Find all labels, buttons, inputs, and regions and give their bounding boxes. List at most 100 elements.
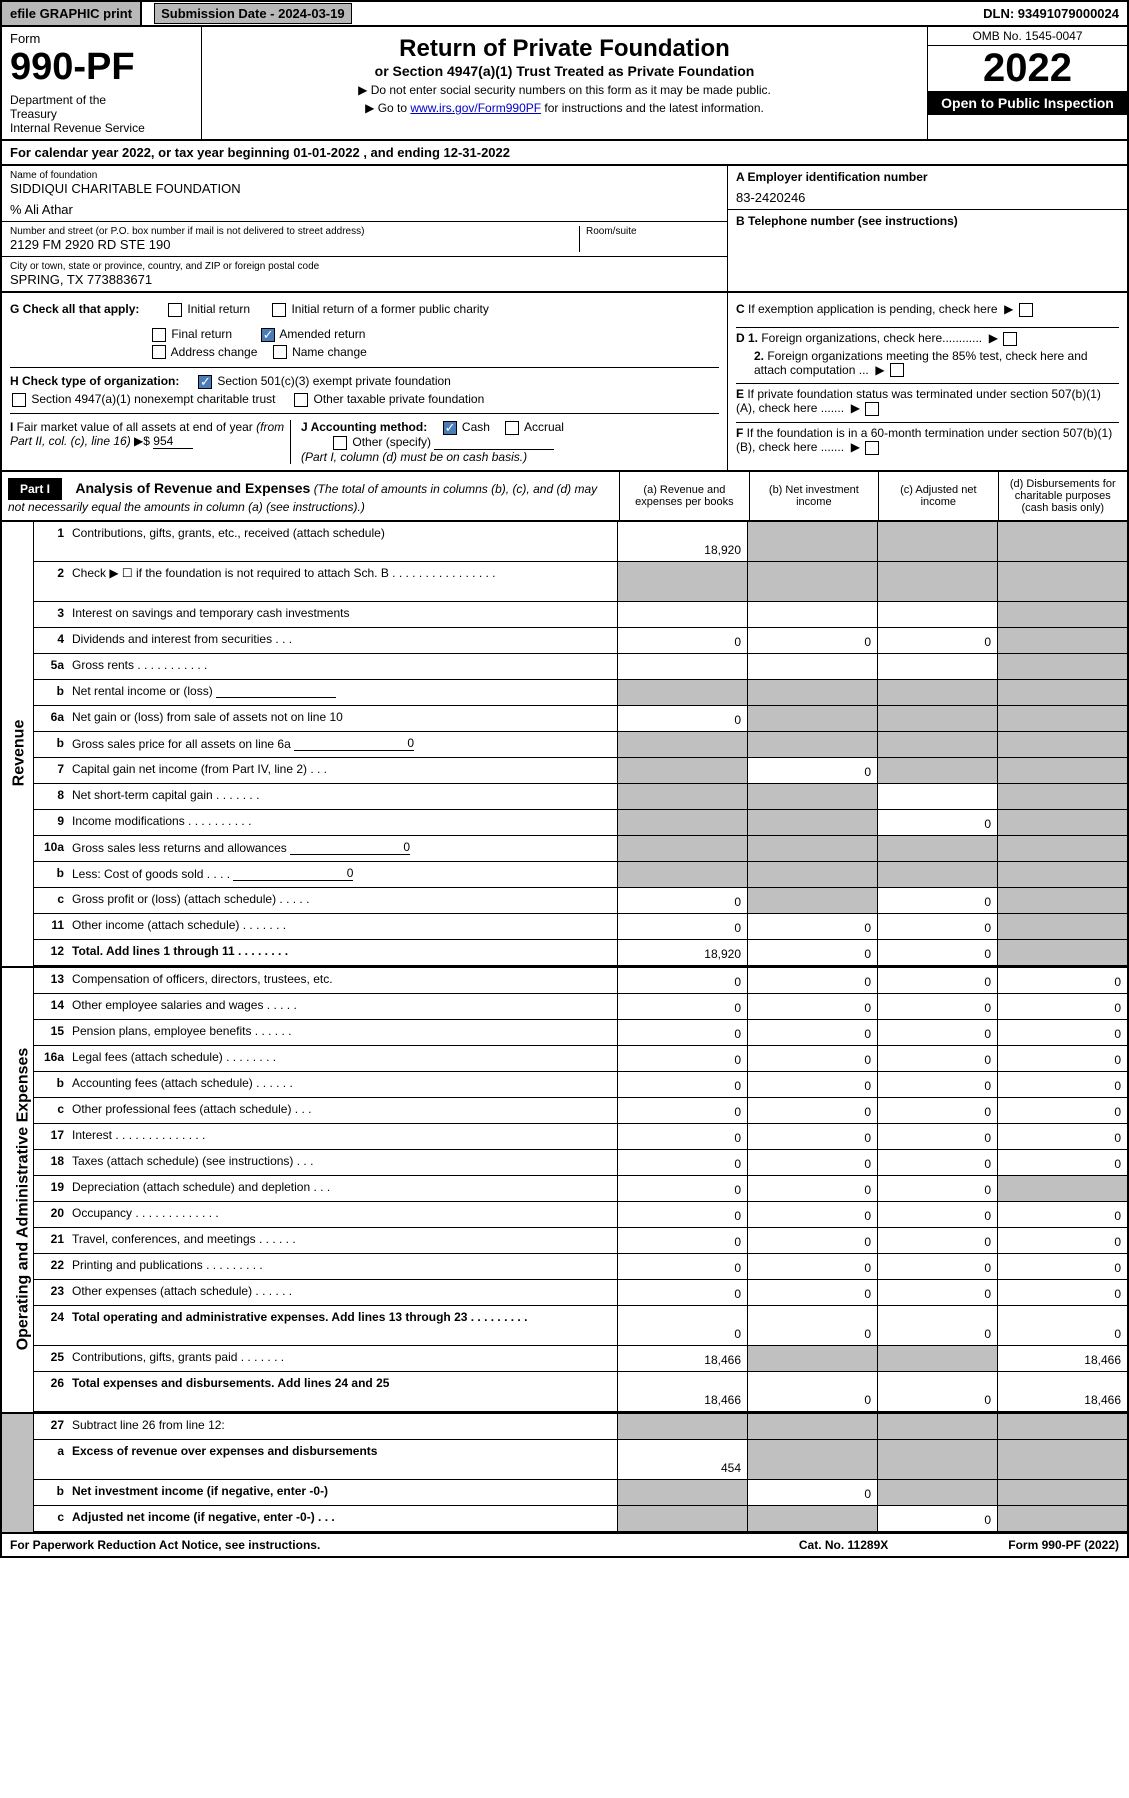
other-method-checkbox[interactable] bbox=[333, 436, 347, 450]
cell-d: 0 bbox=[997, 1254, 1127, 1279]
row-label: Contributions, gifts, grants paid . . . … bbox=[70, 1346, 617, 1371]
cell-b: 0 bbox=[747, 994, 877, 1019]
cell-d bbox=[997, 862, 1127, 887]
row-number: b bbox=[34, 1072, 70, 1097]
row-label: Adjusted net income (if negative, enter … bbox=[70, 1506, 617, 1531]
foreign-85-checkbox[interactable] bbox=[890, 363, 904, 377]
exemption-pending-checkbox[interactable] bbox=[1019, 303, 1033, 317]
cell-b: 0 bbox=[747, 1150, 877, 1175]
cell-b bbox=[747, 562, 877, 601]
cell-d: 0 bbox=[997, 994, 1127, 1019]
cell-c: 0 bbox=[877, 1150, 997, 1175]
cell-a: 0 bbox=[617, 706, 747, 731]
cell-b: 0 bbox=[747, 1306, 877, 1345]
cell-d bbox=[997, 628, 1127, 653]
c-label: C If exemption application is pending, c… bbox=[736, 302, 998, 316]
cell-b bbox=[747, 784, 877, 809]
cell-b: 0 bbox=[747, 1176, 877, 1201]
table-row: 18Taxes (attach schedule) (see instructi… bbox=[34, 1150, 1127, 1176]
form-title: Return of Private Foundation bbox=[210, 35, 919, 63]
cell-c bbox=[877, 1480, 997, 1505]
table-row: 25Contributions, gifts, grants paid . . … bbox=[34, 1346, 1127, 1372]
fmv-value: 954 bbox=[153, 434, 193, 449]
entity-info-block: Name of foundation SIDDIQUI CHARITABLE F… bbox=[0, 166, 1129, 293]
cell-c: 0 bbox=[877, 1254, 997, 1279]
cell-b bbox=[747, 602, 877, 627]
row-label: Interest . . . . . . . . . . . . . . bbox=[70, 1124, 617, 1149]
table-row: aExcess of revenue over expenses and dis… bbox=[34, 1440, 1127, 1480]
row-number: 9 bbox=[34, 810, 70, 835]
address-change-checkbox[interactable] bbox=[152, 345, 166, 359]
form-subtitle: or Section 4947(a)(1) Trust Treated as P… bbox=[210, 63, 919, 79]
address-label: Number and street (or P.O. box number if… bbox=[10, 226, 579, 237]
cell-c bbox=[877, 602, 997, 627]
cell-b: 0 bbox=[747, 1228, 877, 1253]
row-label: Check ▶ ☐ if the foundation is not requi… bbox=[70, 562, 617, 601]
cell-c bbox=[877, 784, 997, 809]
table-row: 27Subtract line 26 from line 12: bbox=[34, 1414, 1127, 1440]
row-label: Occupancy . . . . . . . . . . . . . bbox=[70, 1202, 617, 1227]
row-label: Capital gain net income (from Part IV, l… bbox=[70, 758, 617, 783]
row-number: 24 bbox=[34, 1306, 70, 1345]
amended-return-checkbox[interactable] bbox=[261, 328, 275, 342]
501c3-checkbox[interactable] bbox=[198, 375, 212, 389]
cell-d: 0 bbox=[997, 1098, 1127, 1123]
table-row: bNet rental income or (loss) bbox=[34, 680, 1127, 706]
cell-c: 0 bbox=[877, 1280, 997, 1305]
terminated-checkbox[interactable] bbox=[865, 402, 879, 416]
cell-c: 0 bbox=[877, 1098, 997, 1123]
foreign-org-checkbox[interactable] bbox=[1003, 332, 1017, 346]
other-taxable-checkbox[interactable] bbox=[294, 393, 308, 407]
cell-b bbox=[747, 888, 877, 913]
cell-a: 454 bbox=[617, 1440, 747, 1479]
row-number: 5a bbox=[34, 654, 70, 679]
row-label: Net investment income (if negative, ente… bbox=[70, 1480, 617, 1505]
row-number: 19 bbox=[34, 1176, 70, 1201]
cell-b bbox=[747, 680, 877, 705]
row-number: 15 bbox=[34, 1020, 70, 1045]
row-label: Printing and publications . . . . . . . … bbox=[70, 1254, 617, 1279]
row-number: 3 bbox=[34, 602, 70, 627]
cell-c: 0 bbox=[877, 1506, 997, 1531]
phone-label: B Telephone number (see instructions) bbox=[736, 214, 1119, 228]
final-return-checkbox[interactable] bbox=[152, 328, 166, 342]
efile-print-button[interactable]: efile GRAPHIC print bbox=[2, 2, 142, 25]
catalog-number: Cat. No. 11289X bbox=[799, 1538, 888, 1552]
d2-label: 2. Foreign organizations meeting the 85%… bbox=[754, 349, 1088, 377]
cell-b bbox=[747, 1346, 877, 1371]
row-number: a bbox=[34, 1440, 70, 1479]
table-row: 13Compensation of officers, directors, t… bbox=[34, 968, 1127, 994]
initial-former-checkbox[interactable] bbox=[272, 303, 286, 317]
cell-c: 0 bbox=[877, 1124, 997, 1149]
cell-c bbox=[877, 758, 997, 783]
cell-d bbox=[997, 1176, 1127, 1201]
row-number: 27 bbox=[34, 1414, 70, 1439]
table-row: 4Dividends and interest from securities … bbox=[34, 628, 1127, 654]
row-label: Subtract line 26 from line 12: bbox=[70, 1414, 617, 1439]
cell-d: 0 bbox=[997, 1202, 1127, 1227]
d1-label: D 1. Foreign organizations, check here..… bbox=[736, 331, 982, 345]
cell-a bbox=[617, 810, 747, 835]
cell-b bbox=[747, 522, 877, 561]
accrual-checkbox[interactable] bbox=[505, 421, 519, 435]
col-b-header: (b) Net investment income bbox=[749, 472, 878, 520]
table-row: 24Total operating and administrative exp… bbox=[34, 1306, 1127, 1346]
row-number: 4 bbox=[34, 628, 70, 653]
cell-d bbox=[997, 888, 1127, 913]
cell-d: 0 bbox=[997, 1150, 1127, 1175]
instructions-link[interactable]: www.irs.gov/Form990PF bbox=[410, 101, 541, 115]
row-number: 6a bbox=[34, 706, 70, 731]
table-row: 7Capital gain net income (from Part IV, … bbox=[34, 758, 1127, 784]
j-note: (Part I, column (d) must be on cash basi… bbox=[301, 450, 719, 464]
60month-checkbox[interactable] bbox=[865, 441, 879, 455]
row-number: 8 bbox=[34, 784, 70, 809]
4947-checkbox[interactable] bbox=[12, 393, 26, 407]
tax-year: 2022 bbox=[928, 46, 1127, 91]
name-change-checkbox[interactable] bbox=[273, 345, 287, 359]
table-row: cOther professional fees (attach schedul… bbox=[34, 1098, 1127, 1124]
cell-d bbox=[997, 680, 1127, 705]
cell-a: 0 bbox=[617, 1020, 747, 1045]
cell-d bbox=[997, 940, 1127, 965]
cash-checkbox[interactable] bbox=[443, 421, 457, 435]
initial-return-checkbox[interactable] bbox=[168, 303, 182, 317]
